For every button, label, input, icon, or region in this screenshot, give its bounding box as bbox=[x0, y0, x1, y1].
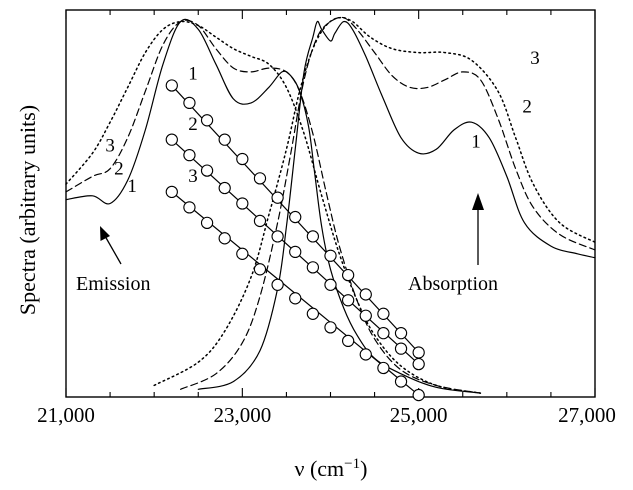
marker-point-1 bbox=[394, 326, 408, 340]
marker-point-3 bbox=[324, 321, 337, 334]
emission-arrowhead bbox=[100, 226, 110, 241]
marker-point-3 bbox=[394, 375, 408, 388]
marker-point-2 bbox=[289, 245, 302, 259]
curve-label-1: 1 bbox=[127, 176, 137, 197]
circle-marker-series bbox=[165, 79, 425, 402]
curve-label-1: 1 bbox=[188, 64, 198, 85]
marker-point-1 bbox=[324, 249, 337, 262]
emission-curve-3 bbox=[65, 20, 482, 394]
x-axis-tick-labels: 21,000 23,000 25,000 27,000 bbox=[37, 403, 616, 427]
marker-point-1 bbox=[200, 114, 214, 127]
marker-point-1 bbox=[253, 172, 267, 185]
marker-point-1 bbox=[236, 152, 249, 166]
marker-point-3 bbox=[200, 216, 214, 229]
marker-point-2 bbox=[253, 214, 267, 228]
marker-point-3 bbox=[306, 307, 320, 320]
marker-point-2 bbox=[306, 261, 320, 274]
marker-point-3 bbox=[412, 388, 425, 402]
curve-label-2: 2 bbox=[114, 158, 124, 179]
spectral-curves bbox=[65, 16, 596, 394]
marker-point-1 bbox=[341, 268, 355, 282]
emission-curve-2 bbox=[65, 19, 481, 394]
x-tick-label: 25,000 bbox=[390, 403, 448, 427]
marker-point-2 bbox=[218, 181, 231, 195]
curve-label-1: 1 bbox=[471, 131, 481, 152]
marker-point-2 bbox=[394, 342, 408, 355]
marker-point-1 bbox=[377, 307, 390, 320]
marker-point-2 bbox=[359, 309, 372, 322]
marker-point-2 bbox=[200, 164, 214, 177]
marker-point-2 bbox=[236, 197, 249, 210]
curve-label-2: 2 bbox=[188, 114, 198, 135]
x-tick-label: 27,000 bbox=[558, 403, 616, 427]
marker-point-3 bbox=[289, 292, 302, 305]
y-axis-label: Spectra (arbitrary units) bbox=[15, 105, 40, 315]
marker-point-1 bbox=[289, 210, 302, 224]
marker-point-3 bbox=[218, 232, 231, 245]
marker-point-3 bbox=[183, 201, 196, 214]
marker-point-1 bbox=[165, 79, 178, 92]
absorption-annotation: Absorption bbox=[408, 273, 498, 295]
absorption-arrowhead bbox=[472, 193, 484, 210]
emission-curve-1 bbox=[65, 18, 481, 394]
marker-point-3 bbox=[271, 278, 284, 291]
x-tick-label: 21,000 bbox=[37, 403, 95, 427]
marker-point-2 bbox=[165, 133, 178, 146]
marker-point-3 bbox=[165, 185, 178, 199]
curve-label-3: 3 bbox=[530, 48, 540, 69]
marker-point-2 bbox=[377, 326, 390, 340]
emission-arrow bbox=[104, 235, 122, 265]
curve-label-3: 3 bbox=[188, 166, 198, 187]
x-tick-label: 23,000 bbox=[213, 403, 271, 427]
marker-point-1 bbox=[183, 96, 196, 110]
marker-point-2 bbox=[412, 357, 425, 371]
marker-point-1 bbox=[271, 191, 284, 204]
marker-point-1 bbox=[359, 288, 372, 301]
marker-point-1 bbox=[412, 346, 425, 359]
marker-point-2 bbox=[341, 294, 355, 307]
curve-label-2: 2 bbox=[522, 97, 532, 118]
marker-point-2 bbox=[271, 230, 284, 243]
absorption-curve-2 bbox=[180, 16, 596, 390]
arrows bbox=[100, 193, 484, 265]
absorption-curve-3 bbox=[153, 16, 596, 387]
curve-label-3: 3 bbox=[105, 135, 115, 156]
marker-point-3 bbox=[236, 247, 249, 260]
marker-point-3 bbox=[253, 263, 267, 276]
marker-point-3 bbox=[359, 348, 372, 361]
x-axis-label: ν (cm−1) bbox=[295, 456, 368, 481]
marker-point-2 bbox=[183, 148, 196, 162]
marker-point-3 bbox=[341, 334, 355, 348]
marker-point-1 bbox=[306, 230, 320, 243]
marker-point-2 bbox=[324, 278, 337, 291]
emission-annotation: Emission bbox=[76, 273, 150, 295]
marker-point-3 bbox=[377, 361, 390, 375]
marker-point-1 bbox=[218, 133, 231, 146]
